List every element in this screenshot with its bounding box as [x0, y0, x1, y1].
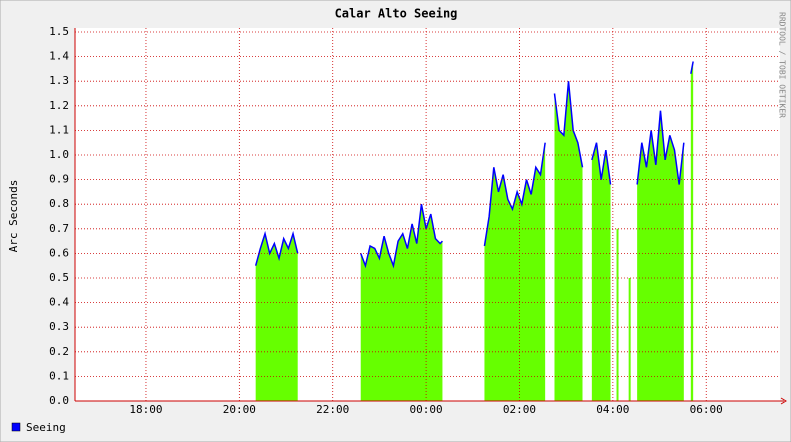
y-tick-label: 0.2 — [49, 345, 69, 358]
x-tick-label: 22:00 — [316, 403, 349, 416]
x-tick-label: 00:00 — [410, 403, 443, 416]
y-tick-label: 0.7 — [49, 222, 69, 235]
legend-swatch — [11, 422, 21, 432]
line — [360, 204, 443, 269]
y-tick-label: 0.4 — [49, 296, 69, 309]
area — [554, 81, 583, 401]
y-tick-label: 0.1 — [49, 369, 69, 382]
area — [591, 142, 611, 401]
y-tick-label: 0.3 — [49, 320, 69, 333]
y-tick-label: 0.0 — [49, 394, 69, 407]
area — [255, 233, 298, 401]
y-tick-label: 1.5 — [49, 25, 69, 38]
x-tick-label: 02:00 — [503, 403, 536, 416]
y-tick-label: 1.1 — [49, 123, 69, 136]
x-axis-arrow — [780, 397, 787, 405]
y-tick-label: 1.2 — [49, 99, 69, 112]
x-tick-label: 20:00 — [223, 403, 256, 416]
watermark: RRDTOOL / TOBI OETIKER — [778, 12, 787, 118]
line — [254, 230, 299, 266]
area — [637, 110, 684, 401]
line — [483, 142, 546, 247]
area-point — [616, 228, 619, 401]
y-tick-label: 1.0 — [49, 148, 69, 161]
chart-title: Calar Alto Seeing — [335, 7, 458, 21]
area-point — [628, 278, 631, 401]
area — [484, 142, 546, 401]
y-tick-label: 0.8 — [49, 197, 69, 210]
line — [553, 81, 584, 168]
line — [591, 142, 612, 185]
legend-label: Seeing — [26, 421, 66, 434]
y-tick-label: 0.6 — [49, 246, 69, 259]
y-tick-label: 1.3 — [49, 74, 69, 87]
area — [690, 61, 694, 402]
y-tick-label: 0.5 — [49, 271, 69, 284]
x-tick-label: 18:00 — [129, 403, 162, 416]
line — [690, 61, 694, 74]
x-tick-label: 06:00 — [690, 403, 723, 416]
y-tick-label: 0.9 — [49, 173, 69, 186]
y-tick-label: 1.4 — [49, 50, 69, 63]
y-axis-label: Arc Seconds — [7, 180, 20, 253]
line — [636, 110, 685, 185]
x-tick-label: 04:00 — [596, 403, 629, 416]
